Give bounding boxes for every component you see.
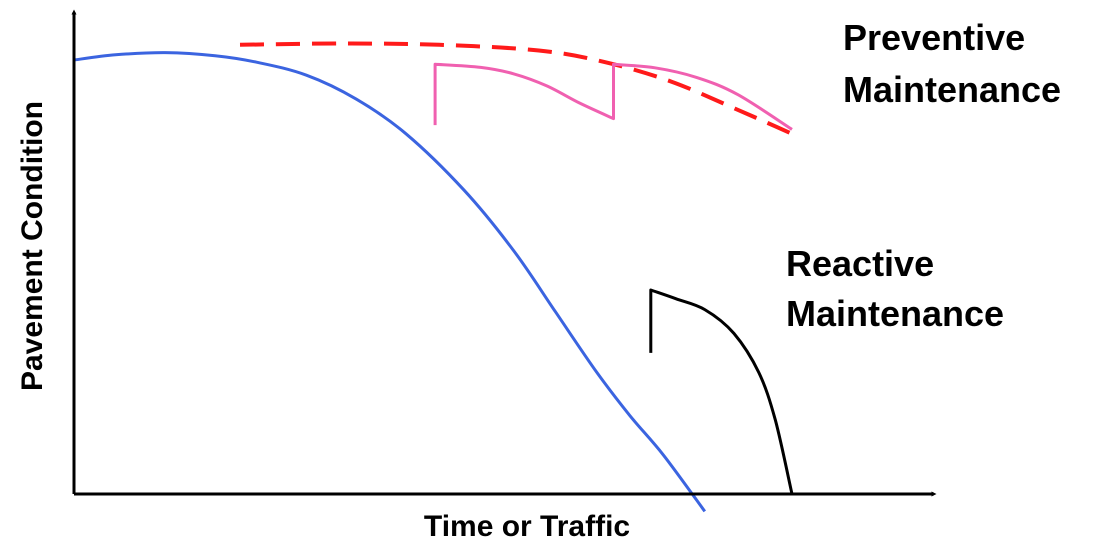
preventive-label-line-2: Maintenance bbox=[843, 69, 1061, 110]
preventive-treatments-line bbox=[433, 62, 793, 131]
reactive-label-line-1: Reactive bbox=[786, 243, 934, 284]
preventive-label-line-1: Preventive bbox=[843, 17, 1025, 58]
x-axis-label: Time or Traffic bbox=[424, 510, 630, 543]
reactive-label-line-2: Maintenance bbox=[786, 293, 1004, 334]
deterioration-line bbox=[73, 51, 707, 513]
reactive-maintenance-label: Reactive Maintenance bbox=[786, 243, 1004, 334]
preventive-target-line bbox=[239, 41, 793, 136]
y-axis-label: Pavement Condition bbox=[16, 101, 49, 391]
series-layer bbox=[73, 41, 794, 513]
reactive-treatment-line bbox=[649, 288, 794, 495]
preventive-maintenance-label: Preventive Maintenance bbox=[843, 17, 1061, 110]
